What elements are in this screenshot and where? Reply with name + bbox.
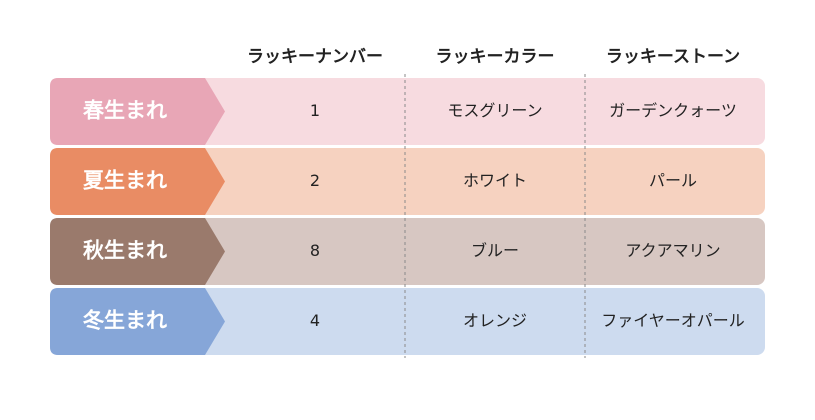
row-background bbox=[50, 78, 765, 145]
lucky-number: 4 bbox=[310, 311, 320, 330]
season-label-badge bbox=[50, 78, 225, 145]
lucky-stone: アクアマリン bbox=[625, 241, 720, 260]
column-header: ラッキーナンバー bbox=[247, 47, 383, 67]
lucky-color: モスグリーン bbox=[447, 101, 542, 120]
lucky-color: ブルー bbox=[471, 241, 519, 260]
season-label-badge bbox=[50, 218, 225, 285]
column-header: ラッキーカラー bbox=[436, 47, 555, 67]
lucky-stone: ファイヤーオパール bbox=[601, 311, 745, 330]
season-label-badge bbox=[50, 148, 225, 215]
season-label-badge bbox=[50, 288, 225, 355]
row-background bbox=[50, 148, 765, 215]
row-background bbox=[50, 218, 765, 285]
season-label: 夏生まれ bbox=[83, 169, 167, 193]
lucky-number: 1 bbox=[310, 101, 320, 120]
season-label: 冬生まれ bbox=[82, 309, 167, 333]
column-header: ラッキーストーン bbox=[606, 47, 740, 67]
lucky-number: 8 bbox=[310, 241, 320, 260]
season-label: 春生まれ bbox=[82, 99, 167, 123]
lucky-color: ホワイト bbox=[463, 171, 527, 190]
lucky-number: 2 bbox=[310, 171, 320, 190]
lucky-color: オレンジ bbox=[463, 311, 527, 330]
season-label: 秋生まれ bbox=[83, 239, 167, 263]
row-background bbox=[50, 288, 765, 355]
lucky-stone: ガーデンクォーツ bbox=[609, 101, 737, 120]
lucky-stone: パール bbox=[649, 171, 697, 190]
